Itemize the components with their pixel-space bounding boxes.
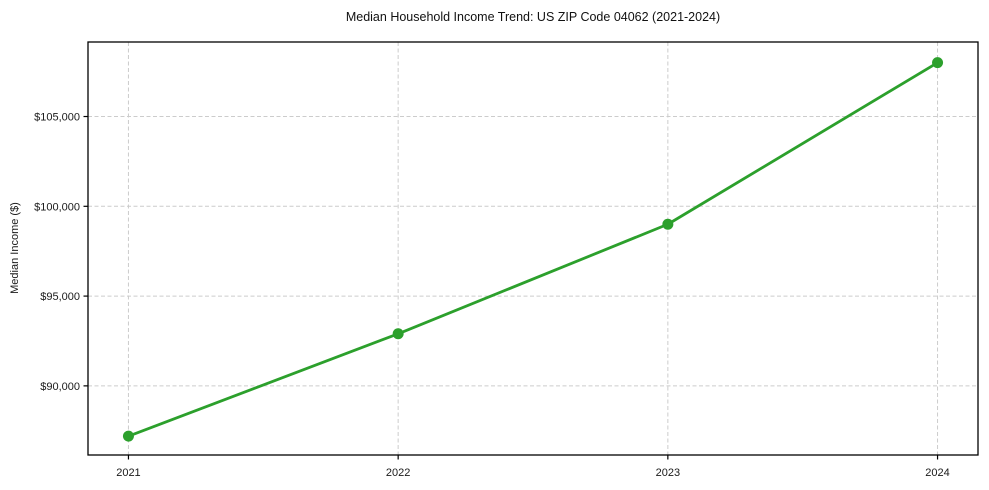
chart-title: Median Household Income Trend: US ZIP Co… [346, 10, 720, 24]
y-tick-label: $90,000 [40, 381, 80, 393]
grid-layer [88, 42, 978, 455]
y-tick-label: $100,000 [34, 201, 80, 213]
x-tick-label: 2024 [925, 467, 949, 479]
data-point-marker [122, 430, 134, 442]
data-point-marker [932, 57, 944, 69]
x-tick-label: 2023 [656, 467, 680, 479]
x-tick-label: 2021 [116, 467, 140, 479]
y-tick-label: $105,000 [34, 112, 80, 124]
data-point-marker [392, 328, 404, 340]
data-point-marker [662, 218, 674, 230]
series-layer [122, 57, 944, 442]
x-tick-label: 2022 [386, 467, 410, 479]
axis-layer: 2021 2022 2023 2024 $90,000 $95,000 $100,000 $1… [34, 41, 979, 479]
y-axis-label: Median Income ($) [9, 202, 21, 294]
y-tick-label: $95,000 [40, 291, 80, 303]
series-line [127, 61, 939, 438]
plot-border [87, 41, 979, 456]
